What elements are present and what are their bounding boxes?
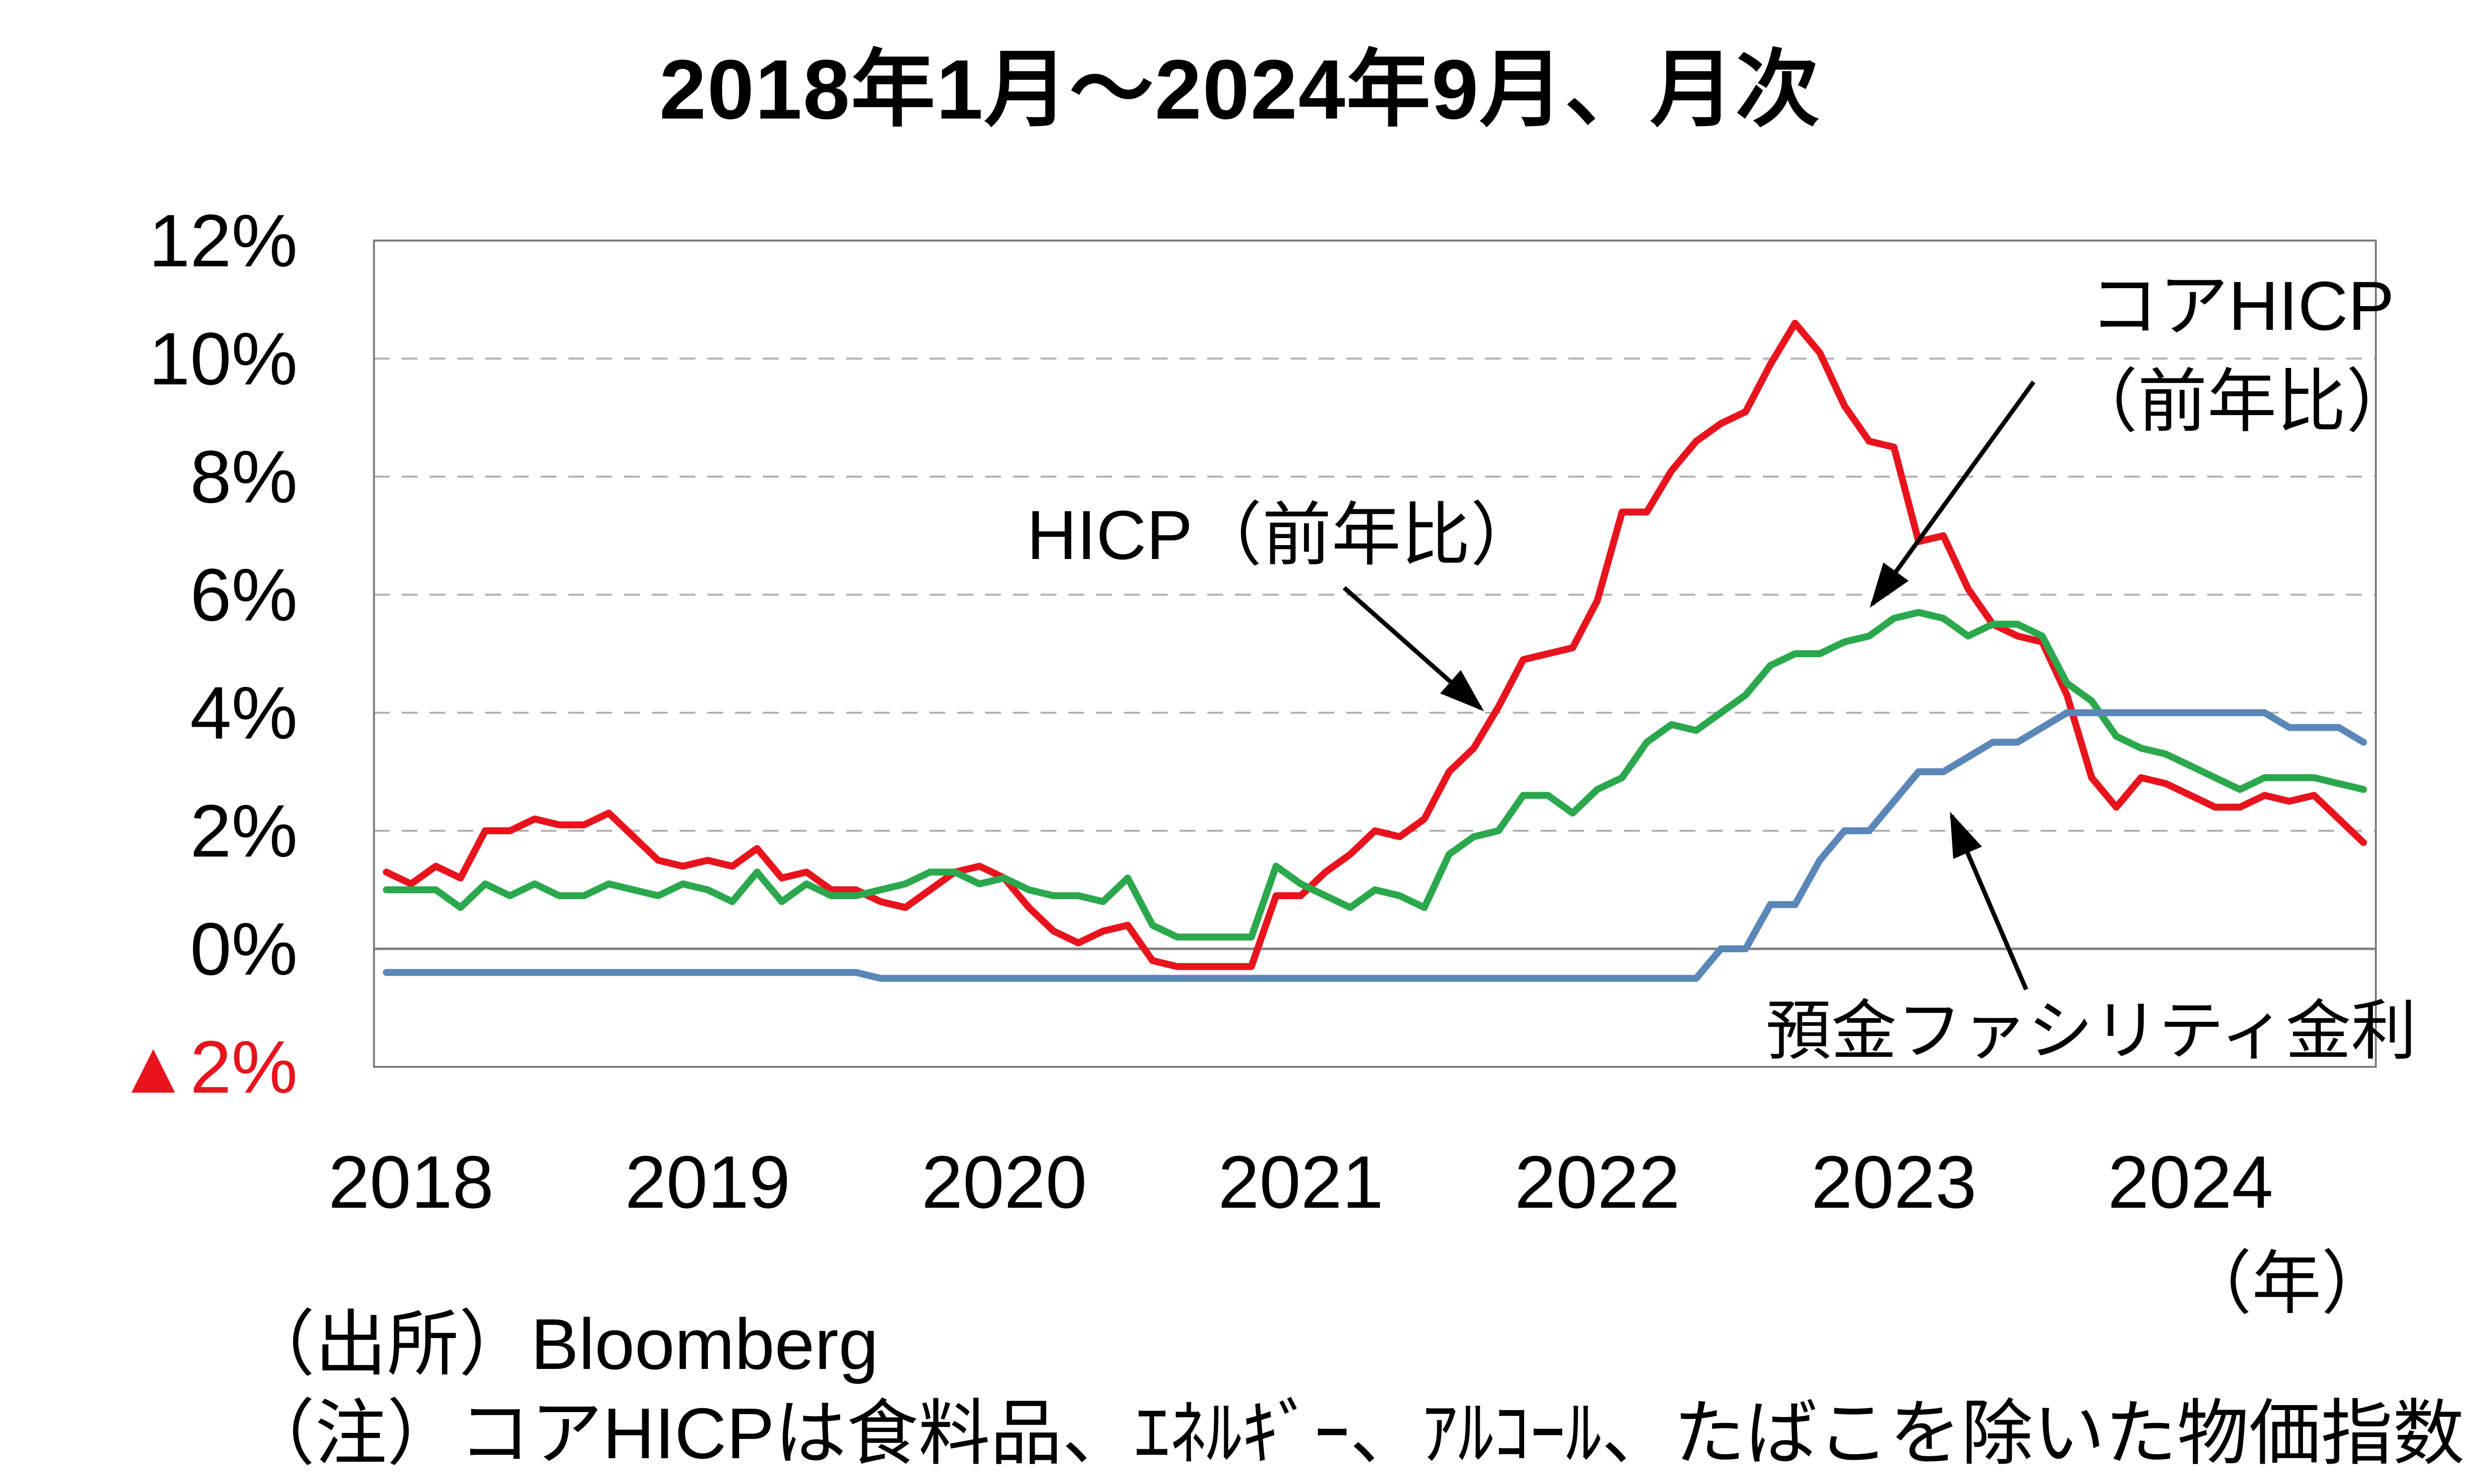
series-line-deposit-facility-rate (382, 709, 2367, 982)
annotation-arrow (1949, 811, 2029, 990)
chart-title: 2018年1月～2024年9月、月次 (659, 43, 1821, 137)
y-tick-label: ▲2% (117, 1025, 298, 1109)
annotation-hicp-label: HICP（前年比） (1027, 494, 1540, 577)
series-line-hicp (382, 319, 2367, 970)
x-tick-label: 2021 (1218, 1140, 1384, 1224)
footnote: （注）コアHICPは食料品、ｴﾈﾙｷﾞｰ、ｱﾙｺｰﾙ、たばこを除いた物価指数 (243, 1393, 2465, 1474)
series-line-core-hicp (382, 609, 2367, 941)
y-tick-label: 12% (149, 199, 298, 282)
annotation-arrow (1343, 586, 1484, 711)
y-tick-label: 8% (190, 435, 298, 518)
annotation-deposit-rate-label: 預金ファシリティ金利 (1766, 992, 2417, 1070)
x-tick-label: 2018 (328, 1140, 494, 1224)
annotation-core-hicp-text-line1: コアHICP (2089, 267, 2395, 345)
annotation-core-hicp-text-line2: （前年比） (2068, 363, 2416, 441)
source-note: （出所）Bloomberg (243, 1304, 879, 1384)
annotation-core-hicp-label: コアHICP （前年比） (1954, 258, 2480, 449)
y-tick-label: 2% (190, 789, 298, 872)
x-tick-label: 2019 (625, 1140, 791, 1224)
annotation-hicp-text: HICP（前年比） (1027, 496, 1540, 574)
x-axis-unit-label: （年） (2182, 1244, 2391, 1322)
y-tick-label: 10% (149, 317, 298, 400)
annotation-deposit-rate-text: 預金ファシリティ金利 (1766, 994, 2417, 1067)
x-tick-label: 2022 (1515, 1140, 1680, 1224)
y-tick-label: 0% (190, 907, 298, 990)
x-tick-label: 2023 (1811, 1140, 1977, 1224)
y-tick-label: 6% (190, 553, 298, 636)
x-tick-label: 2024 (2108, 1140, 2273, 1224)
y-tick-label: 4% (190, 671, 298, 754)
x-tick-label: 2020 (922, 1140, 1087, 1224)
annotation-arrow (1869, 380, 2036, 608)
plot-border (373, 240, 2377, 1068)
